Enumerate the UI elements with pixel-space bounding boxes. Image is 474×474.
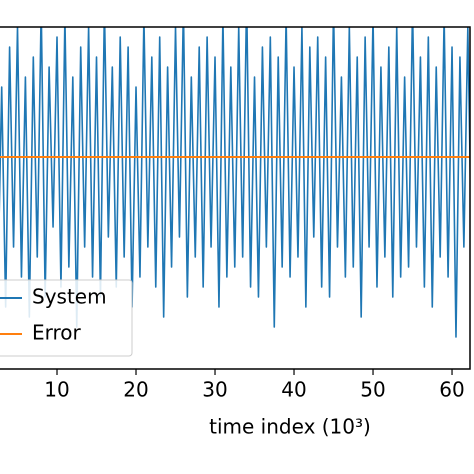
legend-label: Error (32, 321, 82, 345)
x-tick-label: 20 (123, 378, 148, 402)
x-axis-label: time index (10³) (209, 415, 371, 439)
legend-box (0, 279, 133, 357)
x-tick-label: 50 (360, 378, 385, 402)
x-tick-label: 10 (44, 378, 69, 402)
x-tick-label: 30 (202, 378, 227, 402)
x-tick-label: 40 (281, 378, 306, 402)
legend: System Error (0, 279, 133, 357)
plot-frame (0, 26, 471, 370)
x-tick-label: 60 (439, 378, 464, 402)
legend-label: System (32, 285, 107, 309)
